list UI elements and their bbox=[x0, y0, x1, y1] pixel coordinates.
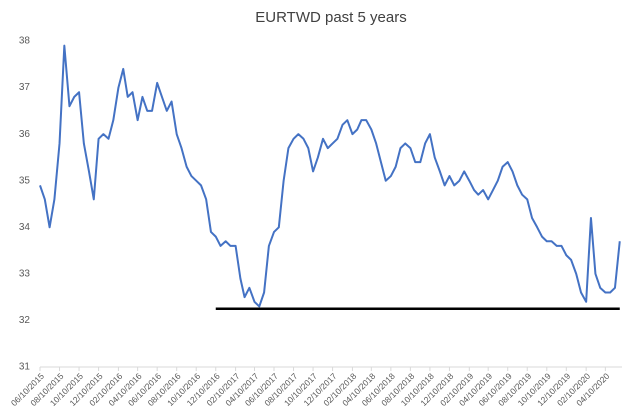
chart-title: EURTWD past 5 years bbox=[255, 9, 406, 26]
y-tick-label: 36 bbox=[19, 129, 31, 140]
data-line bbox=[39, 44, 621, 308]
y-tick-label: 33 bbox=[19, 268, 31, 279]
y-tick-label: 35 bbox=[19, 175, 31, 186]
y-tick-label: 32 bbox=[19, 315, 31, 326]
y-tick-label: 37 bbox=[19, 82, 31, 93]
y-tick-label: 31 bbox=[19, 362, 31, 373]
y-tick-label: 38 bbox=[19, 36, 31, 47]
y-tick-label: 34 bbox=[19, 222, 31, 233]
